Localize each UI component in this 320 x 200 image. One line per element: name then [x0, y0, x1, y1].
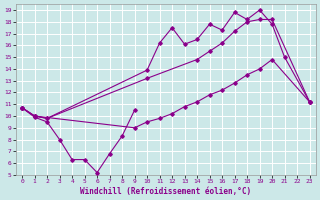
X-axis label: Windchill (Refroidissement éolien,°C): Windchill (Refroidissement éolien,°C) — [80, 187, 252, 196]
